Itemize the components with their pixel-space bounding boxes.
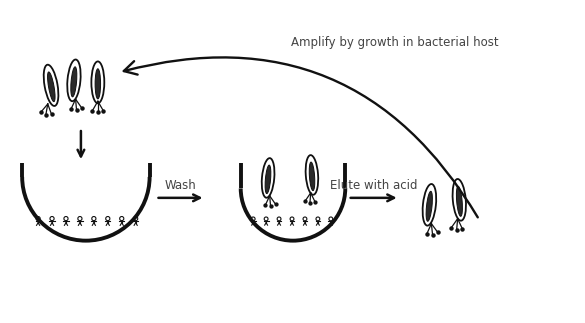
Text: Amplify by growth in bacterial host: Amplify by growth in bacterial host [291,36,498,49]
Ellipse shape [71,67,77,97]
Ellipse shape [67,59,81,101]
Text: Wash: Wash [164,179,197,192]
Ellipse shape [456,186,462,216]
Ellipse shape [47,72,55,102]
Ellipse shape [453,179,466,221]
Ellipse shape [261,158,274,198]
FancyArrowPatch shape [124,57,478,217]
Ellipse shape [265,165,271,193]
Ellipse shape [426,191,432,221]
Ellipse shape [95,69,101,99]
Text: Elute with acid: Elute with acid [330,179,418,192]
Ellipse shape [309,162,315,191]
Ellipse shape [422,184,436,226]
Ellipse shape [305,155,318,195]
Ellipse shape [91,61,104,103]
Ellipse shape [44,65,59,106]
